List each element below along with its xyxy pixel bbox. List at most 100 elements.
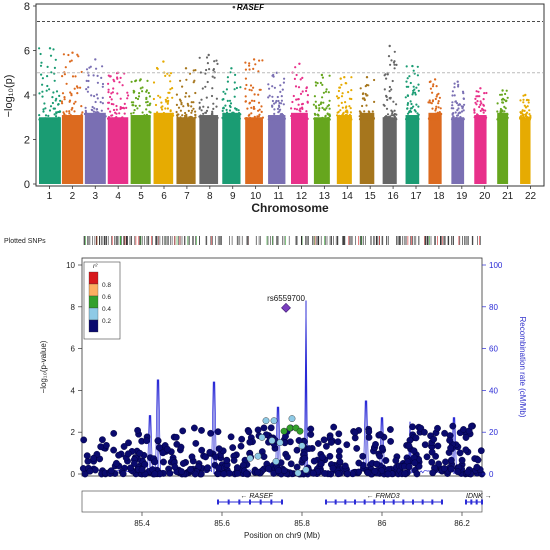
manhattan-y-ticks: 0 2 4 6 8	[24, 1, 36, 191]
chromosome-6-point	[171, 96, 174, 99]
chromosome-17-point	[412, 91, 415, 94]
chromosome-5-point	[138, 104, 141, 107]
chromosome-14-point	[350, 89, 353, 92]
chromosome-18-point	[433, 117, 436, 120]
chromosome-5-point	[131, 104, 134, 107]
chromosome-17-point	[411, 93, 414, 96]
chromosome-8-point	[211, 87, 214, 90]
chromosome-17-point	[416, 74, 419, 77]
chromosome-10-point	[248, 64, 251, 67]
chromosome-6-point	[159, 96, 162, 99]
chromosome-13-point	[328, 118, 331, 121]
snp-point	[295, 437, 303, 444]
chromosome-9-point	[226, 99, 229, 102]
chromosome-19-point	[460, 110, 464, 113]
manhattan-x-tick-label: 21	[502, 191, 514, 202]
chromosome-3-point	[92, 74, 95, 77]
manhattan-y-tick-label: 6	[24, 46, 30, 58]
chromosome-16-point	[392, 117, 395, 121]
chromosome-15-point	[371, 110, 374, 113]
regional-y-tick-label: 10	[66, 261, 75, 270]
chromosome-17-point	[417, 105, 420, 108]
chromosome-2-peak	[71, 51, 74, 54]
gene-exon	[249, 499, 251, 505]
snp-point	[115, 451, 123, 459]
chromosome-7-point	[192, 69, 195, 72]
chromosome-4-point	[107, 116, 110, 119]
chromosome-8-point	[200, 109, 203, 112]
chromosome-14-point	[344, 101, 347, 104]
chromosome-12-points-body	[291, 112, 308, 184]
chromosome-3-point	[94, 100, 97, 104]
snp-point	[435, 460, 442, 468]
snp-point	[310, 457, 318, 465]
chromosome-3-point	[93, 95, 96, 98]
chromosome-21-point	[496, 110, 499, 113]
chromosome-6-point	[169, 80, 172, 83]
chromosome-3-point	[101, 82, 105, 86]
chromosome-9-point	[238, 117, 241, 120]
chromosome-1-point	[48, 109, 52, 112]
chromosome-2-point	[80, 113, 83, 116]
chromosome-2-point	[65, 110, 68, 113]
chromosome-18-point	[431, 99, 435, 102]
snp-point	[110, 446, 118, 454]
chromosome-13-point	[319, 102, 322, 106]
chromosome-19-point	[462, 92, 465, 95]
chromosome-8-point	[216, 117, 219, 120]
chromosome-12-point	[291, 100, 294, 104]
chromosome-12-point	[291, 118, 295, 121]
chromosome-14-point	[349, 107, 352, 110]
chromosome-7-point	[189, 118, 192, 121]
snp-point	[207, 429, 215, 437]
chromosome-12-point	[295, 73, 298, 77]
chromosome-6-point	[166, 102, 169, 105]
chromosome-19-point	[453, 86, 456, 89]
chromosome-7-point	[184, 95, 187, 98]
snp-point	[335, 430, 343, 438]
chromosome-14-point	[337, 96, 340, 99]
snp-point	[477, 447, 485, 455]
chromosome-20-point	[476, 95, 479, 98]
chromosome-5-point	[145, 97, 148, 101]
chromosome-17-point	[406, 77, 409, 80]
snp-point	[190, 424, 198, 432]
chromosome-13-point	[321, 83, 324, 86]
chromosome-13-point	[313, 112, 316, 115]
snp-point	[301, 454, 309, 462]
chromosome-1-point	[39, 64, 43, 67]
chromosome-10-peak	[252, 58, 256, 61]
chromosome-1-point	[53, 113, 56, 116]
gene-exon	[238, 499, 241, 505]
chromosome-19-point	[455, 117, 458, 120]
chromosome-6-point	[167, 91, 170, 94]
chromosome-3-point	[100, 109, 103, 112]
chromosome-18-point	[437, 100, 440, 103]
chromosome-11-point	[279, 90, 282, 93]
chromosome-21-point	[506, 113, 509, 116]
chromosome-8-point	[198, 56, 201, 59]
chromosome-5-point	[136, 97, 140, 101]
chromosome-6-point	[158, 113, 161, 117]
chromosome-19-point	[461, 118, 464, 121]
chromosome-3-point	[95, 108, 99, 111]
chromosome-15-point	[363, 118, 366, 121]
chromosome-1-point	[55, 111, 58, 114]
chromosome-5-point	[133, 116, 136, 119]
chromosome-14-point	[341, 106, 344, 109]
chromosome-17-points-body	[405, 115, 420, 184]
legend-swatch	[88, 283, 99, 297]
chromosome-17-point	[406, 94, 409, 97]
chromosome-3-point	[87, 79, 90, 83]
chromosome-22-point	[522, 101, 525, 104]
regional-x-tick-label: 85.8	[294, 519, 310, 528]
chromosome-2-point	[61, 92, 65, 95]
snp-point	[215, 464, 223, 472]
snp-point	[178, 468, 186, 475]
chromosome-10-point	[250, 106, 253, 109]
chromosome-11-point	[276, 95, 279, 99]
chromosome-4-point	[115, 118, 119, 121]
chromosome-13-point	[322, 117, 325, 120]
chromosome-8-point	[213, 76, 216, 79]
chromosome-2-point	[70, 108, 73, 111]
